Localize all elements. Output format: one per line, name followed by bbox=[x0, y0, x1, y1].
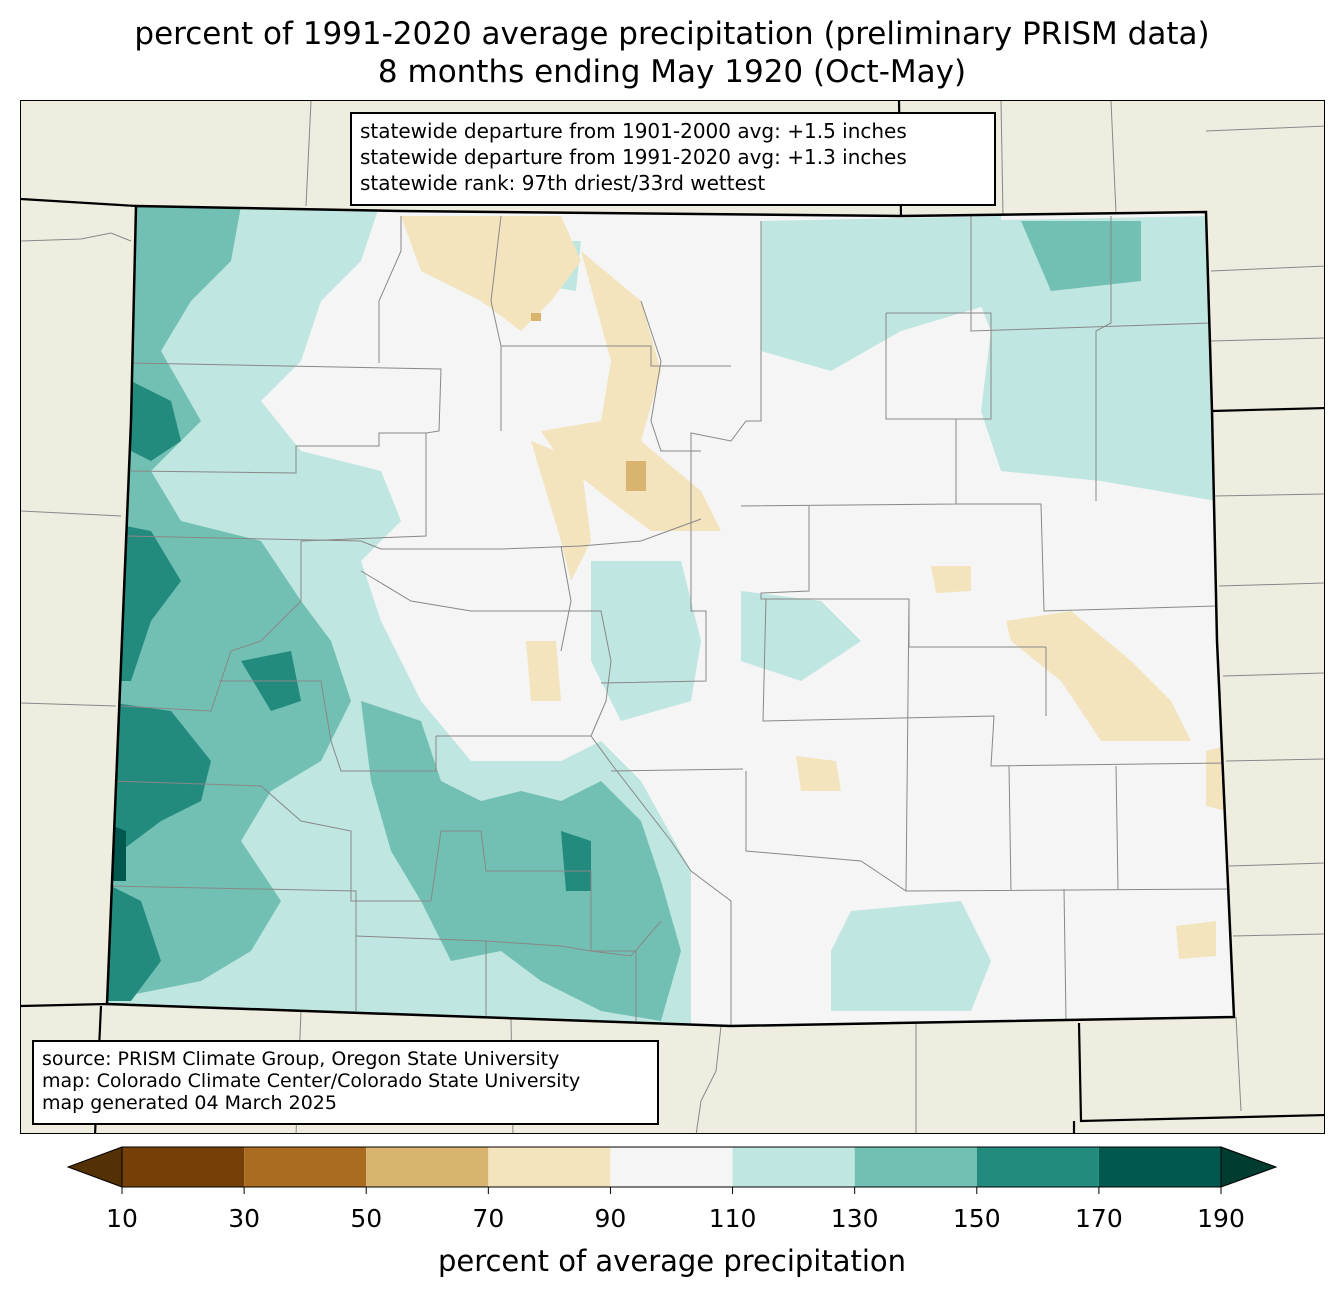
statewide-stats-box: statewide departure from 1901-2000 avg: … bbox=[350, 112, 996, 206]
colorbar-segment bbox=[488, 1147, 611, 1187]
colorbar-segment bbox=[122, 1147, 245, 1187]
precipitation-field bbox=[107, 206, 1234, 1026]
colorbar-segment bbox=[366, 1147, 489, 1187]
colorbar-tick-label: 70 bbox=[472, 1204, 505, 1233]
colorbar-outline bbox=[121, 1146, 1222, 1188]
colorbar-tick-label: 10 bbox=[106, 1204, 138, 1233]
colorbar-tick-label: 130 bbox=[830, 1204, 879, 1233]
source-line3: map generated 04 March 2025 bbox=[42, 1092, 337, 1114]
colorbar-tick-label: 30 bbox=[228, 1204, 261, 1233]
colorbar-tick-label: 110 bbox=[708, 1204, 757, 1233]
stats-line2: statewide departure from 1991-2020 avg: … bbox=[360, 145, 907, 169]
colorbar-segment bbox=[732, 1147, 855, 1187]
map-frame bbox=[20, 100, 1325, 1134]
colorbar-tick-label: 190 bbox=[1197, 1204, 1245, 1233]
source-line2: map: Colorado Climate Center/Colorado St… bbox=[42, 1070, 581, 1092]
county-lines bbox=[110, 215, 1232, 1026]
colorbar-label: percent of average precipitation bbox=[437, 1244, 907, 1278]
colorbar-tick-label: 90 bbox=[594, 1204, 627, 1233]
colorbar-tick-label: 170 bbox=[1075, 1204, 1123, 1233]
colorbar-segment bbox=[244, 1147, 367, 1187]
colorbar-tick-label: 150 bbox=[952, 1204, 1001, 1233]
colorbar-segment bbox=[854, 1147, 977, 1187]
stats-line3: statewide rank: 97th driest/33rd wettest bbox=[360, 171, 766, 195]
colorbar-over-arrow bbox=[1220, 1146, 1278, 1188]
colorbar-segment bbox=[976, 1147, 1099, 1187]
colorado-border bbox=[105, 204, 1236, 1028]
colorbar-segment bbox=[1098, 1147, 1221, 1187]
colorbar-segment bbox=[610, 1147, 733, 1187]
map-title-line1: percent of 1991-2020 average precipitati… bbox=[134, 16, 1210, 52]
colorbar-under-arrow bbox=[66, 1146, 123, 1188]
colorbar-tick-label: 50 bbox=[350, 1204, 383, 1233]
colorbar bbox=[66, 1146, 1278, 1194]
source-box: source: PRISM Climate Group, Oregon Stat… bbox=[32, 1040, 659, 1125]
map-title-line2: 8 months ending May 1920 (Oct-May) bbox=[377, 54, 967, 90]
stats-line1: statewide departure from 1901-2000 avg: … bbox=[360, 119, 907, 143]
precipitation-map bbox=[21, 101, 1324, 1133]
source-line1: source: PRISM Climate Group, Oregon Stat… bbox=[42, 1048, 560, 1070]
